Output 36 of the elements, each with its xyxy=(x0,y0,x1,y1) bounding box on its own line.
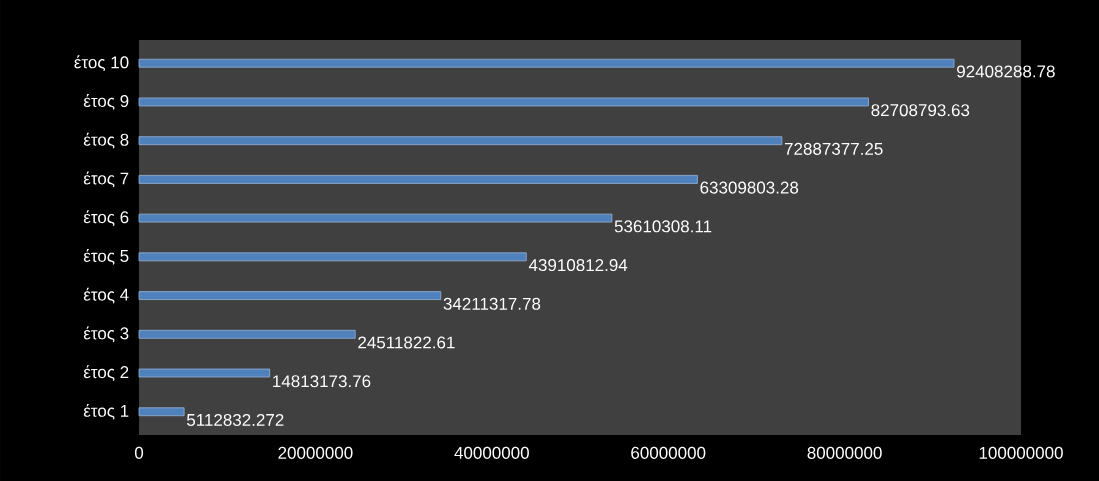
x-tick-label: 60000000 xyxy=(631,446,706,459)
y-tick-label: έτος 5 xyxy=(83,248,129,265)
bar xyxy=(138,329,356,339)
data-label: 43910812.94 xyxy=(528,259,628,272)
x-tick-label: 0 xyxy=(134,446,144,459)
data-label: 63309803.28 xyxy=(700,181,799,194)
bar xyxy=(138,407,185,417)
data-label: 5112832.272 xyxy=(186,413,284,426)
y-tick-label: έτος 8 xyxy=(83,132,129,149)
bar xyxy=(138,175,698,184)
data-label: 92408288.78 xyxy=(957,65,1055,78)
data-label: 82708793.63 xyxy=(871,104,970,117)
data-label: 53610308.11 xyxy=(614,220,712,233)
x-tick-label: 100000000 xyxy=(979,446,1063,459)
y-tick-label: έτος 10 xyxy=(74,55,129,72)
data-label: 72887377.25 xyxy=(784,142,883,155)
x-tick-label: 80000000 xyxy=(807,446,882,459)
y-tick-label: έτος 1 xyxy=(83,403,129,420)
bar xyxy=(138,291,442,300)
x-tick-label: 20000000 xyxy=(278,446,353,459)
bar xyxy=(138,368,271,378)
bar xyxy=(138,252,527,262)
x-tick-label: 40000000 xyxy=(454,446,529,459)
data-label: 34211317.78 xyxy=(443,297,541,310)
bar xyxy=(138,136,783,146)
y-tick-label: έτος 9 xyxy=(83,94,129,110)
y-tick-label: έτος 7 xyxy=(83,171,129,188)
data-label: 14813173.76 xyxy=(273,375,371,388)
data-label: 24511822.61 xyxy=(358,336,455,349)
y-tick-label: έτος 2 xyxy=(83,365,129,381)
bar xyxy=(138,58,955,68)
y-tick-label: έτος 4 xyxy=(83,287,129,304)
y-tick-label: έτος 3 xyxy=(83,326,129,343)
y-tick-label: έτος 6 xyxy=(83,210,129,226)
bar xyxy=(138,97,869,107)
bar xyxy=(138,213,613,223)
